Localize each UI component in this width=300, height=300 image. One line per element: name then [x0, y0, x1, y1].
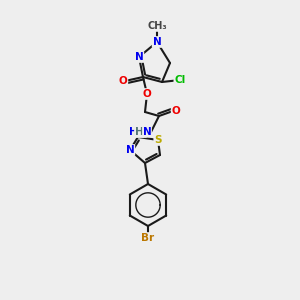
Text: CH₃: CH₃ — [147, 21, 167, 31]
Text: O: O — [172, 106, 180, 116]
Text: Br: Br — [141, 233, 154, 243]
Text: N: N — [153, 37, 161, 47]
Text: N: N — [142, 127, 152, 137]
Text: O: O — [118, 76, 127, 86]
Text: H: H — [135, 127, 143, 137]
Text: N: N — [126, 145, 134, 155]
Text: S: S — [154, 135, 162, 145]
Text: N: N — [135, 52, 143, 62]
Text: HN: HN — [128, 127, 146, 137]
Text: O: O — [142, 89, 152, 99]
Text: Cl: Cl — [174, 75, 186, 85]
